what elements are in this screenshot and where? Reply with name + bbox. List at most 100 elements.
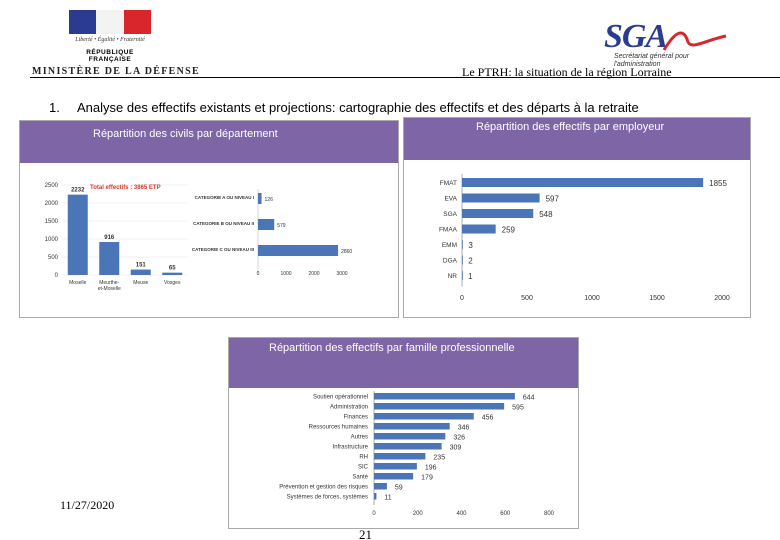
bar-famille (374, 453, 426, 460)
x-tick-label: 0 (257, 271, 260, 277)
x-tick-label: 0 (372, 511, 376, 517)
y-tick-label: 1500 (45, 219, 59, 225)
bar-vosges (162, 272, 183, 275)
chart-civils: 0 500 1000 1500 2000 2500 2232 Moselle 916 Meurth… (45, 183, 353, 292)
y-tick-label: 0 (55, 273, 59, 279)
footer-date: 11/27/2020 (60, 498, 115, 512)
x-tick-label: 800 (544, 511, 555, 517)
chart-categorie-bars: CATEGORIE A OU NIVEAU I 126 CATEGORIE B OU… (192, 189, 352, 277)
page-number: 21 (359, 527, 372, 540)
category-label: NR (448, 273, 458, 280)
ministry-name: MINISTÈRE DE LA DÉFENSE (32, 66, 200, 77)
chart-title: Répartition des effectifs par employeur (476, 121, 665, 133)
data-label: 65 (169, 266, 176, 272)
data-label: 2860 (341, 249, 352, 255)
data-label: 235 (433, 455, 445, 462)
data-label: 3 (468, 241, 473, 250)
x-tick-label: Vosges (164, 280, 181, 286)
y-tick-label: 500 (48, 255, 59, 261)
x-tick-label: 2000 (714, 295, 730, 302)
category-label: Infrastructure (333, 445, 369, 451)
data-label: 309 (450, 445, 462, 452)
bar-employer (462, 271, 463, 280)
category-label: DGA (443, 258, 458, 265)
category-label: FMAT (440, 180, 457, 187)
bar-famille (374, 433, 446, 440)
x-tick-label: 600 (500, 511, 511, 517)
sga-logo: SGA Secrétariat général pour l'administr… (600, 18, 730, 68)
data-label: 916 (104, 235, 115, 241)
category-label: Administration (330, 405, 368, 411)
data-label: 2 (468, 257, 473, 266)
sga-swoosh-icon (662, 31, 727, 51)
bar-famille (374, 483, 387, 490)
panel-header: Répartition des civils par département (20, 121, 398, 163)
panel-famille-professionnelle: Répartition des effectifs par famille pr… (228, 337, 579, 529)
republique-francaise-logo: Liberté • Égalité • Fraternité RÉPUBLIQU… (66, 8, 154, 64)
republique-name: RÉPUBLIQUE FRANÇAISE (86, 49, 134, 63)
bar-category (258, 219, 275, 230)
category-label: EMM (442, 242, 457, 249)
bar-employer (462, 240, 463, 249)
chart-title: Répartition des effectifs par famille pr… (269, 342, 515, 354)
bar-famille (374, 423, 450, 430)
data-label: 259 (502, 226, 516, 235)
y-tick-label: 2500 (45, 183, 59, 189)
category-label: SGA (443, 211, 457, 218)
x-tick-label: et-Moselle (98, 286, 121, 292)
bar-meurthe-et-moselle (99, 242, 120, 275)
category-label: RH (359, 455, 368, 461)
total-annotation: Total effectifs : 3865 ETP (90, 185, 161, 191)
panel-header: Répartition des effectifs par famille pr… (229, 338, 578, 388)
data-label: 1 (468, 272, 473, 281)
bar-employer (462, 178, 704, 187)
data-label: 595 (512, 405, 524, 412)
bar-category (258, 193, 262, 204)
category-label: CATEGORIE B OU NIVEAU II (193, 221, 254, 226)
data-label: 346 (458, 425, 470, 432)
chart-employeur: FMAT 1855 EVA 597 SGA 548 FMAA 259 EMM 3 DGA 2 NR 1 0 5… (439, 174, 730, 302)
header-title: Le PTRH: la situation de la région Lorra… (462, 65, 672, 79)
bar-moselle (67, 194, 88, 275)
y-tick-label: 2000 (45, 201, 59, 207)
x-tick-label: Moselle (69, 280, 86, 286)
chart-employeur-bars: FMAT 1855 EVA 597 SGA 548 FMAA 259 EMM 3 DGA 2 NR 1 0 5… (439, 174, 730, 302)
bar-meuse (130, 269, 151, 275)
category-label: SIC (358, 465, 369, 471)
data-label: 151 (136, 263, 147, 269)
chart-title: Répartition des civils par département (93, 128, 278, 140)
section-number: 1. (49, 100, 60, 115)
data-label: 179 (421, 475, 433, 482)
y-tick-label: 1000 (45, 237, 59, 243)
x-tick-label: Meuse (133, 280, 148, 286)
bar-employer (462, 209, 534, 218)
data-label: 1855 (709, 179, 727, 188)
data-label: 579 (277, 223, 286, 229)
x-tick-label: 2000 (308, 271, 319, 277)
data-label: 456 (482, 415, 494, 422)
x-tick-label: 1000 (584, 295, 600, 302)
republique-motto: Liberté • Égalité • Fraternité (75, 37, 145, 43)
data-label: 597 (546, 195, 560, 204)
x-tick-label: 500 (521, 295, 533, 302)
bar-famille (374, 493, 377, 500)
data-label: 11 (384, 495, 391, 502)
data-label: 126 (265, 197, 274, 203)
data-label: 59 (395, 485, 403, 492)
category-label: Santé (352, 475, 368, 481)
category-label: CATEGORIE A OU NIVEAU I (195, 195, 254, 200)
french-flag-icon (69, 10, 151, 34)
x-tick-label: 1500 (649, 295, 665, 302)
bar-famille (374, 463, 417, 470)
data-label: 548 (539, 210, 553, 219)
category-label: FMAA (439, 227, 458, 234)
x-tick-label: 1000 (280, 271, 291, 277)
bar-famille (374, 403, 505, 410)
panel-employeur: Répartition des effectifs par employeur … (403, 117, 751, 318)
category-label: Ressources humaines (309, 425, 368, 431)
x-tick-label: Meurthe- (99, 280, 119, 286)
category-label: Systèmes de forces, systèmes (287, 495, 368, 501)
bar-category (258, 245, 339, 256)
x-tick-label: 0 (460, 295, 464, 302)
